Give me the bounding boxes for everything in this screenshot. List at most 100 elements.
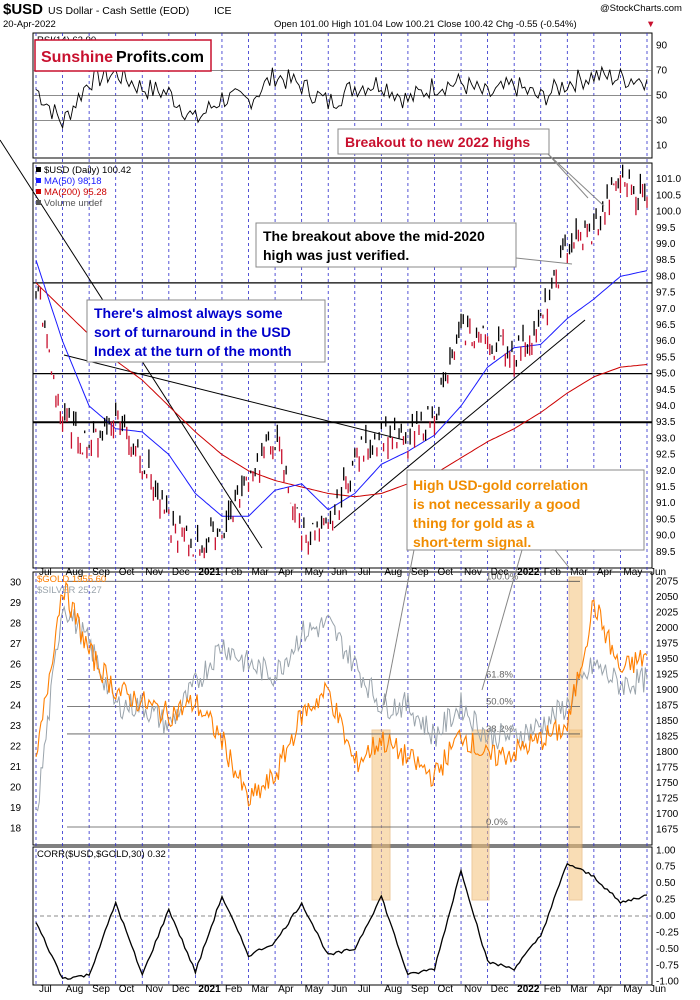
gold-tick-label: 1725 <box>656 793 679 804</box>
exchange-label: ICE <box>214 5 232 17</box>
x-tick-label: Jun <box>331 567 347 578</box>
annotation-verified-line2: high was just verified. <box>263 247 409 263</box>
price-tick-label: 91.5 <box>656 482 676 493</box>
x-tick-label: Dec <box>172 984 190 995</box>
silver-tick-label: 27 <box>10 639 22 650</box>
x-tick-label: Dec <box>491 984 509 995</box>
x-tick-label: Jun <box>650 567 666 578</box>
correlation-panel: -1.00 -0.75 -0.50 -0.25 0.00 0.25 0.50 0.75 1.00… <box>33 845 679 988</box>
ohlc-readout: Open 101.00 High 101.04 Low 100.21 Close… <box>274 19 577 30</box>
symbol-title: $USD <box>3 1 43 18</box>
corr-tick-label: 0.75 <box>656 862 676 873</box>
x-tick-label: Dec <box>172 567 190 578</box>
price-tick-label: 100.5 <box>656 190 681 201</box>
stockcharts-watermark: @StockCharts.com <box>600 3 682 14</box>
silver-tick-label: 20 <box>10 783 22 794</box>
highlight-2 <box>568 729 583 901</box>
x-tick-label: Oct <box>437 984 453 995</box>
x-tick-label: Jul <box>358 984 371 995</box>
x-tick-label: Dec <box>491 567 509 578</box>
gold-tick-label: 1700 <box>656 809 679 820</box>
price-tick-label: 99.5 <box>656 223 676 234</box>
x-tick-label: Apr <box>278 984 294 995</box>
frame-gold <box>32 571 653 846</box>
x-tick-label: May <box>305 567 324 578</box>
gold-tick-label: 1775 <box>656 762 679 773</box>
price-tick-label: 92.5 <box>656 450 676 461</box>
rsi-tick-label: 50 <box>656 91 668 102</box>
gold-tick-label: 2075 <box>656 576 679 587</box>
annotation-breakout-text: Breakout to new 2022 highs <box>345 134 530 150</box>
x-tick-label: Jul <box>39 567 52 578</box>
gold-tick-label: 1850 <box>656 716 679 727</box>
gold-tick-label: 1800 <box>656 747 679 758</box>
axes: Jul Aug Sep Oct Nov Dec 2021 Feb Mar Apr May Jun Jul… <box>39 567 666 995</box>
logo: Sunshine Profits.com <box>34 39 212 72</box>
fib-label: 0.0% <box>486 817 508 828</box>
annotation-turn-line1: There's almost always some <box>94 305 283 321</box>
instrument-name: US Dollar - Cash Settle (EOD) <box>48 5 189 17</box>
price-tick-label: 90.0 <box>656 531 676 542</box>
frame-price <box>32 162 653 569</box>
fib-label: 100.0% <box>486 571 519 582</box>
silver-tick-label: 24 <box>10 700 22 711</box>
price-tick-label: 93.5 <box>656 417 676 428</box>
gold-silver-panel: 1675170017251750177518001825185018751900… <box>10 571 679 901</box>
rsi-panel: 1030507090RSI(14) 62.90 <box>33 35 668 152</box>
x-tick-label: 2021 <box>198 567 221 578</box>
trendline-support <box>333 319 586 529</box>
gold-tick-label: 2050 <box>656 592 679 603</box>
price-tick-label: 94.5 <box>656 385 676 396</box>
price-tick-label: 97.0 <box>656 304 676 315</box>
corr-tick-label: -0.75 <box>656 960 679 971</box>
x-tick-label: Nov <box>464 567 482 578</box>
x-tick-label: Nov <box>464 984 482 995</box>
gold-tick-label: 1925 <box>656 669 679 680</box>
usd-price-panel: 89.5 90.0 90.5 91.0 91.5 92.0 92.5 93.0 93.5 94.0… <box>0 139 681 561</box>
rsi-tick-label: 90 <box>656 41 668 52</box>
x-tick-label: 2022 <box>517 567 540 578</box>
legend-ma50-swatch <box>36 178 41 183</box>
corr-line <box>35 862 648 980</box>
rsi-tick-label: 10 <box>656 141 668 152</box>
price-tick-label: 92.0 <box>656 466 676 477</box>
rsi-tick-label: 70 <box>656 66 668 77</box>
silver-tick-label: 21 <box>10 762 22 773</box>
chart-date: 20-Apr-2022 <box>3 19 56 30</box>
x-tick-label: May <box>623 567 642 578</box>
highlight-1 <box>471 729 490 901</box>
corr-legend: CORR($USD,$GOLD,30) 0.32 <box>37 849 166 860</box>
rsi-line <box>35 65 648 130</box>
x-tick-label: Sep <box>411 567 429 578</box>
silver-tick-label: 28 <box>10 618 22 629</box>
x-tick-label: Jun <box>331 984 347 995</box>
silver-tick-label: 18 <box>10 824 22 835</box>
gold-tick-label: 1750 <box>656 778 679 789</box>
annotation-corr-line2: is not necessarily a good <box>413 496 580 512</box>
x-tick-label: Apr <box>597 567 613 578</box>
fib-label: 61.8% <box>486 669 513 680</box>
gold-tick-label: 1825 <box>656 731 679 742</box>
x-tick-label: Oct <box>119 567 135 578</box>
annotation-turn-line3: Index at the turn of the month <box>94 343 292 359</box>
price-tick-label: 95.5 <box>656 352 676 363</box>
legend-ma50: MA(50) 98.18 <box>44 176 102 187</box>
logo-sunshine: Sunshine <box>41 49 113 66</box>
legend-silver: $SILVER 25.27 <box>37 585 102 596</box>
x-tick-label: Nov <box>145 984 163 995</box>
legend-ma200: MA(200) 95.28 <box>44 187 107 198</box>
x-tick-label: Feb <box>544 984 562 995</box>
legend-gold: $GOLD 1955.60 <box>37 574 106 585</box>
price-tick-label: 101.0 <box>656 174 681 185</box>
annotation-verified-line1: The breakout above the mid-2020 <box>263 228 485 244</box>
annotation-correlation: High USD-gold correlation is not necessa… <box>383 469 645 706</box>
x-tick-label: Sep <box>411 984 429 995</box>
fib-label: 50.0% <box>486 697 513 708</box>
gold-tick-label: 1975 <box>656 638 679 649</box>
silver-tick-label: 29 <box>10 598 22 609</box>
highlight-0 <box>371 729 391 901</box>
price-tick-label: 93.0 <box>656 433 676 444</box>
x-tick-label: 2022 <box>517 984 540 995</box>
x-tick-label: 2021 <box>198 984 221 995</box>
